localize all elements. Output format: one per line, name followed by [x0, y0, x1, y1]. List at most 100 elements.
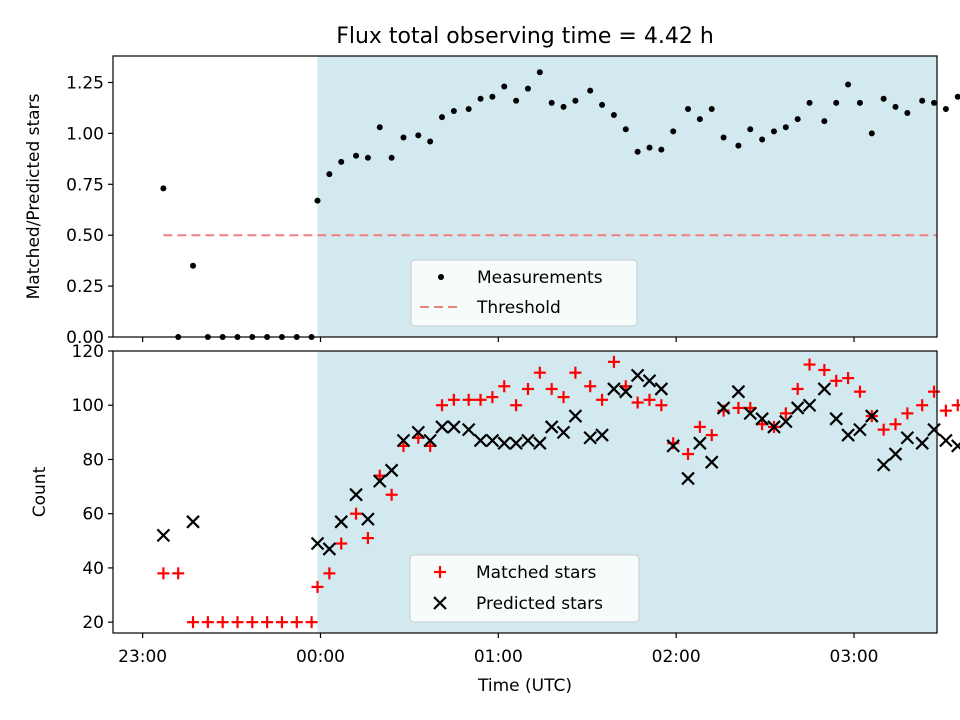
ratio-axes-frame: [112, 55, 938, 338]
measurement-point: [477, 95, 484, 102]
matched-star-point: [779, 407, 792, 420]
predicted-star-point: [461, 422, 476, 437]
predicted-star-point: [435, 420, 449, 434]
matched-star-point: [901, 407, 914, 420]
matched-star-point: [693, 420, 706, 433]
predicted-star-point: [731, 384, 746, 399]
matched-star-point: [275, 616, 288, 629]
matched-star-point: [916, 399, 929, 412]
matched-star-point: [157, 567, 170, 580]
measurement-point: [622, 126, 629, 133]
matched-star-point: [705, 429, 718, 442]
predicted-star-point: [927, 422, 941, 437]
matched-star-point: [533, 366, 546, 379]
predicted-star-point: [349, 487, 363, 502]
count-y-label: Count: [30, 466, 50, 517]
predicted-star-point: [681, 471, 695, 486]
measurement-point: [919, 97, 926, 104]
predicted-star-point: [372, 474, 387, 488]
predicted-star-point: [322, 542, 337, 556]
measurement-point: [415, 132, 422, 139]
matched-star-point: [521, 382, 534, 395]
measurement-point: [833, 99, 840, 106]
measurement-point: [747, 126, 754, 133]
measurement-point: [954, 93, 960, 100]
x-tick-label: 02:00: [652, 647, 701, 667]
matched-star-point: [596, 393, 609, 406]
matched-star-point: [201, 616, 214, 629]
matched-star-point: [474, 393, 487, 406]
measurement-point: [708, 105, 715, 112]
matched-star-point: [643, 393, 656, 406]
matched-star-point: [305, 616, 318, 629]
ratio-legend: Measurements Threshold: [410, 259, 638, 327]
matched-star-point: [385, 488, 398, 501]
predicted-star-point: [654, 382, 669, 396]
matched-star-point: [682, 448, 695, 461]
measurement-point: [439, 114, 446, 121]
measurement-point: [587, 87, 594, 94]
predicted-star-point: [888, 447, 903, 461]
matched-star-point: [655, 399, 668, 412]
measurement-point: [658, 146, 665, 153]
measurement-point: [735, 142, 742, 149]
measurement-point: [501, 83, 508, 90]
matched-star-point: [853, 385, 866, 398]
y-tick-label: 60: [82, 505, 104, 525]
predicted-star-point: [447, 420, 461, 434]
matched-star-point: [290, 616, 303, 629]
predicted-star-point: [817, 382, 832, 396]
measurement-point: [646, 144, 653, 151]
measurement-point: [931, 99, 938, 106]
matched-star-point: [261, 616, 274, 629]
measurement-point: [160, 185, 167, 192]
measurement-point: [782, 124, 789, 131]
matched-star-point: [803, 358, 816, 371]
x-tick-label: 23:00: [118, 647, 167, 667]
ratio-panel: 0.00 0.25 0.50 0.75 1.00 1.25 Matched/Predict…: [24, 55, 960, 348]
legend-measurements-label: Measurements: [477, 268, 603, 288]
predicted-star-point: [595, 428, 609, 442]
measurements-series: [160, 69, 960, 340]
predicted-star-point: [521, 433, 535, 448]
predicted-star-point: [841, 428, 855, 442]
ratio-y-label: Matched/Predicted stars: [24, 93, 44, 299]
measurement-point: [670, 128, 677, 135]
matched-star-point: [818, 363, 831, 376]
predicted-star-point: [411, 425, 426, 440]
matched-star-point: [939, 404, 952, 417]
ratio-y-ticks: 0.00 0.25 0.50 0.75 1.00 1.25: [66, 73, 113, 348]
measurement-point: [696, 116, 703, 123]
matched-star-point: [216, 616, 229, 629]
predicted-star-point: [497, 436, 512, 450]
y-tick-label: 1.00: [66, 124, 104, 144]
predicted-star-point: [693, 436, 707, 450]
predicted-star-point: [473, 433, 488, 448]
x-tick-label: 03:00: [830, 647, 879, 667]
matched-star-point: [842, 372, 855, 385]
predicted-star-point: [618, 384, 633, 399]
predicted-star-point: [485, 433, 500, 448]
measurement-point: [465, 105, 472, 112]
measurement-point: [400, 134, 407, 141]
matched-star-point: [436, 399, 449, 412]
matched-star-point: [584, 380, 597, 393]
predicted-star-point: [779, 414, 793, 429]
y-tick-label: 80: [82, 450, 104, 470]
matched-star-point: [172, 567, 185, 580]
predicted-star-point: [310, 536, 325, 551]
measurement-point: [524, 85, 531, 92]
predicted-star-point: [802, 398, 817, 413]
y-tick-label: 0.50: [66, 226, 104, 246]
matched-star-point: [569, 366, 582, 379]
measurement-point: [770, 128, 777, 135]
matched-star-point: [447, 393, 460, 406]
predicted-star-point: [509, 436, 523, 450]
matched-star-point: [631, 396, 644, 409]
measurement-point: [868, 130, 875, 137]
measurement-point: [759, 136, 766, 143]
count-legend-box: [409, 554, 640, 623]
legend-threshold-label: Threshold: [476, 298, 561, 318]
